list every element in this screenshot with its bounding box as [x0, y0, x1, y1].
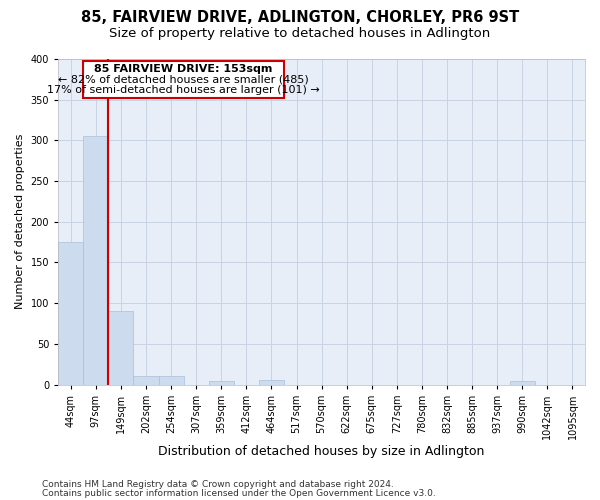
Text: ← 82% of detached houses are smaller (485): ← 82% of detached houses are smaller (48… — [58, 74, 309, 85]
Y-axis label: Number of detached properties: Number of detached properties — [15, 134, 25, 310]
Bar — [109, 312, 133, 384]
Bar — [133, 376, 158, 384]
Bar — [259, 380, 284, 384]
FancyBboxPatch shape — [83, 60, 284, 98]
Bar — [58, 242, 83, 384]
Text: Size of property relative to detached houses in Adlington: Size of property relative to detached ho… — [109, 28, 491, 40]
Text: 85 FAIRVIEW DRIVE: 153sqm: 85 FAIRVIEW DRIVE: 153sqm — [94, 64, 273, 74]
Text: Contains HM Land Registry data © Crown copyright and database right 2024.: Contains HM Land Registry data © Crown c… — [42, 480, 394, 489]
X-axis label: Distribution of detached houses by size in Adlington: Distribution of detached houses by size … — [158, 444, 485, 458]
Text: 17% of semi-detached houses are larger (101) →: 17% of semi-detached houses are larger (… — [47, 85, 320, 95]
Text: Contains public sector information licensed under the Open Government Licence v3: Contains public sector information licen… — [42, 489, 436, 498]
Bar — [510, 382, 535, 384]
Bar — [158, 376, 184, 384]
Bar — [209, 382, 234, 384]
Text: 85, FAIRVIEW DRIVE, ADLINGTON, CHORLEY, PR6 9ST: 85, FAIRVIEW DRIVE, ADLINGTON, CHORLEY, … — [81, 10, 519, 25]
Bar — [83, 136, 109, 384]
